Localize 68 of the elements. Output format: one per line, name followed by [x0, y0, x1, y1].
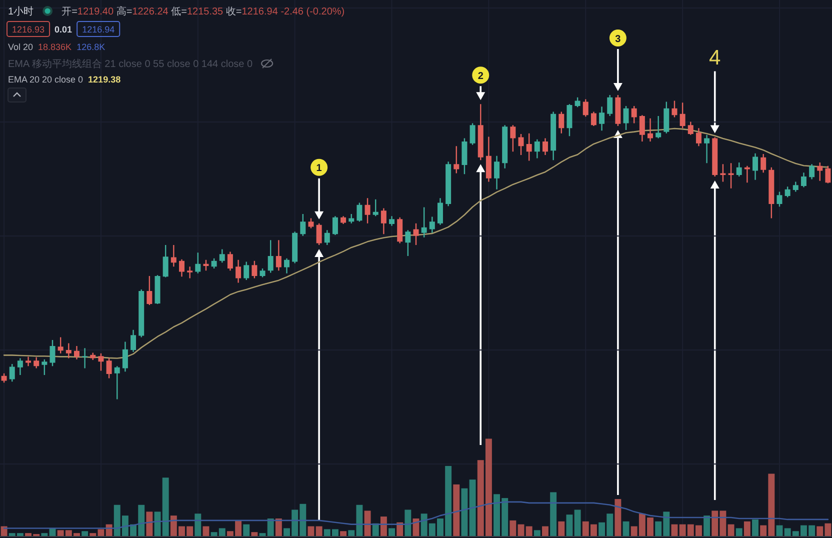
candlestick: [26, 356, 32, 366]
bar: [776, 525, 783, 536]
bar: [404, 510, 412, 536]
bar: [736, 528, 742, 536]
text: 18.836K: [38, 42, 72, 52]
bar: [316, 526, 322, 536]
candlestick: [599, 106, 605, 131]
text: Vol 20: [8, 42, 34, 52]
bar: [744, 521, 750, 536]
candlestick: [648, 118, 653, 142]
bar: [461, 488, 468, 536]
bar: [146, 512, 153, 536]
bar: [526, 526, 532, 536]
candlestick: [389, 216, 395, 226]
text: 4: [709, 46, 722, 70]
candlestick: [494, 156, 500, 190]
text: 开=1219.40 高=1226.24 低=1215.35 收=1216.94 -2.46 (-0.20%): [62, 6, 345, 18]
text: 126.8K: [76, 42, 106, 52]
bar: [550, 492, 557, 536]
text: 1216.94: [82, 24, 115, 34]
text: 1219.38: [88, 74, 121, 84]
bar: [518, 524, 524, 536]
candlestick: [380, 208, 386, 234]
candlestick: [82, 348, 88, 368]
candlestick: [66, 343, 72, 358]
bar: [162, 478, 169, 536]
bar: [542, 526, 548, 536]
candlestick: [170, 245, 176, 267]
text: 0.01: [54, 24, 72, 34]
text: 3: [615, 34, 622, 45]
bar: [453, 484, 460, 536]
text: EMA 移动平均线组合 21 close 0 55 close 0 144 close 0: [8, 58, 253, 70]
candlestick: [276, 240, 282, 271]
bar: [566, 514, 573, 536]
annotation: 1: [316, 163, 322, 174]
bar: [752, 519, 758, 536]
bar: [82, 531, 88, 536]
candlestick: [17, 358, 23, 375]
bar: [202, 526, 210, 536]
bar: [41, 533, 48, 536]
bar: [364, 510, 371, 536]
bar: [558, 521, 565, 536]
bar: [380, 516, 387, 536]
text: EMA 20 20 close 0: [8, 74, 84, 84]
chart-title: 1小时: [8, 6, 34, 18]
bar: [243, 524, 250, 536]
bar: [469, 480, 476, 536]
text: 2: [478, 70, 484, 82]
candlestick: [744, 166, 750, 183]
bar: [275, 518, 282, 536]
candlestick: [704, 134, 710, 164]
bar: [534, 530, 540, 536]
bar: [614, 499, 622, 536]
bar: [704, 516, 710, 536]
bar: [340, 531, 347, 536]
bar: [671, 524, 678, 536]
bar: [622, 521, 630, 536]
candlestick: [187, 266, 193, 278]
bar: [251, 532, 258, 536]
bar: [510, 520, 516, 536]
candlestick: [656, 116, 662, 138]
bar: [728, 524, 734, 536]
text: 1216.93: [12, 24, 45, 34]
candlestick: [792, 182, 798, 192]
bar: [308, 526, 314, 536]
bar: [388, 528, 395, 536]
bar: [574, 510, 581, 536]
bar: [194, 514, 202, 536]
